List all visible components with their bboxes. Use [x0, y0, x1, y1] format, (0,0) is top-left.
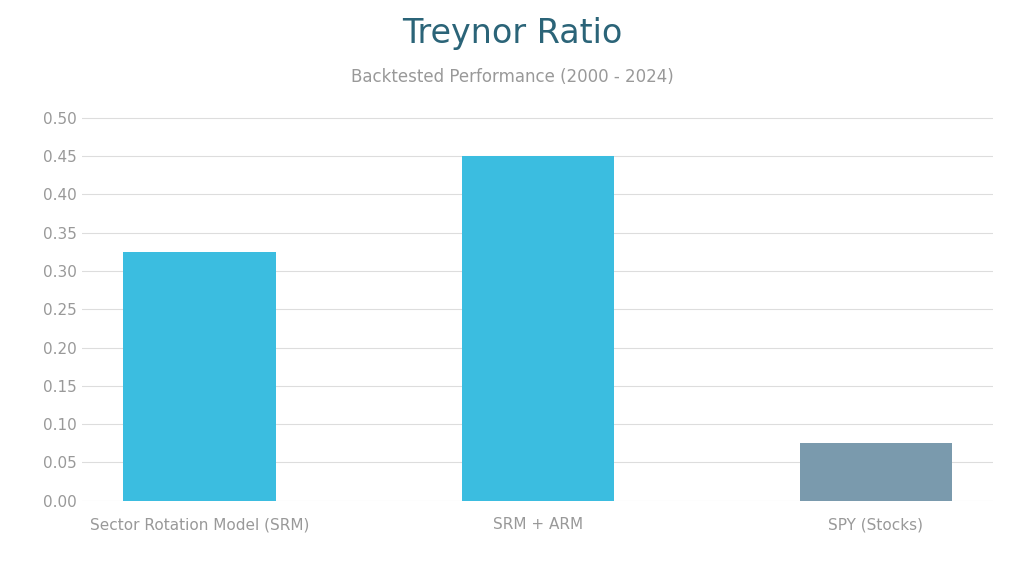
Bar — [462, 156, 613, 501]
Text: Treynor Ratio: Treynor Ratio — [401, 17, 623, 50]
Text: Backtested Performance (2000 - 2024): Backtested Performance (2000 - 2024) — [350, 68, 674, 86]
Bar — [123, 252, 275, 501]
Bar — [800, 443, 952, 501]
